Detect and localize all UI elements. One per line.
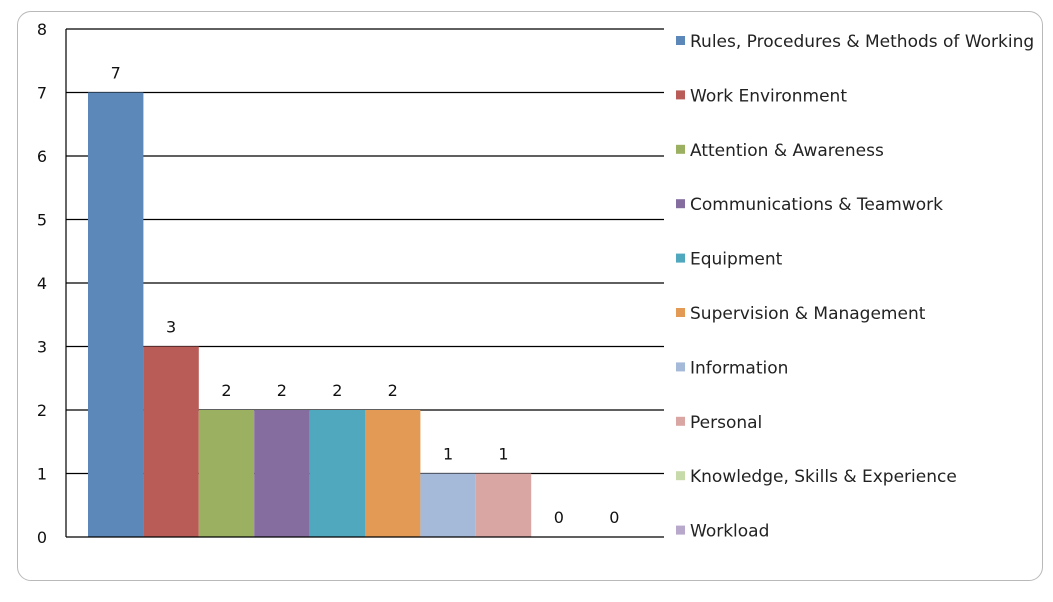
data-label: 0 bbox=[554, 508, 564, 527]
y-tick-label: 3 bbox=[37, 338, 47, 357]
bars bbox=[88, 92, 532, 537]
legend: Rules, Procedures & Methods of Working Wo… bbox=[676, 32, 1034, 542]
data-label: 1 bbox=[443, 445, 453, 464]
bar bbox=[88, 92, 144, 537]
legend-label: Workload bbox=[690, 522, 769, 542]
axes: 0 1 2 3 4 5 6 7 8 bbox=[37, 20, 664, 547]
bar bbox=[420, 473, 476, 537]
bar bbox=[309, 410, 365, 537]
legend-swatch bbox=[676, 36, 685, 45]
legend-label: Attention & Awareness bbox=[690, 141, 884, 161]
legend-swatch bbox=[676, 90, 685, 100]
legend-swatch bbox=[676, 253, 685, 263]
data-label: 2 bbox=[388, 381, 398, 400]
data-label: 0 bbox=[609, 508, 619, 527]
data-label: 1 bbox=[498, 445, 508, 464]
y-tick-label: 0 bbox=[37, 528, 47, 547]
legend-swatch bbox=[676, 416, 685, 426]
legend-label: Personal bbox=[690, 413, 762, 433]
y-tick-label: 6 bbox=[37, 147, 47, 166]
legend-swatch bbox=[676, 471, 685, 481]
legend-label: Information bbox=[690, 358, 788, 378]
y-tick-label: 7 bbox=[37, 84, 47, 103]
y-tick-label: 4 bbox=[37, 274, 47, 293]
y-tick-label: 1 bbox=[37, 465, 47, 484]
legend-swatch bbox=[676, 525, 685, 535]
bar bbox=[254, 410, 310, 537]
legend-label: Supervision & Management bbox=[690, 304, 926, 324]
y-tick-label: 2 bbox=[37, 401, 47, 420]
data-label: 2 bbox=[332, 381, 342, 400]
y-tick-label: 5 bbox=[37, 211, 47, 230]
legend-swatch bbox=[676, 308, 685, 317]
y-tick-label: 8 bbox=[37, 20, 47, 39]
data-label: 3 bbox=[166, 318, 176, 337]
bar bbox=[198, 410, 255, 537]
data-label: 7 bbox=[111, 64, 121, 83]
bar bbox=[475, 473, 532, 537]
bar bbox=[365, 410, 421, 537]
legend-swatch bbox=[676, 199, 685, 209]
bar bbox=[143, 346, 199, 537]
data-label: 2 bbox=[221, 381, 231, 400]
legend-label: Communications & Teamwork bbox=[690, 195, 943, 215]
legend-label: Rules, Procedures & Methods of Working bbox=[690, 32, 1034, 52]
data-label: 2 bbox=[277, 381, 287, 400]
legend-label: Knowledge, Skills & Experience bbox=[690, 467, 957, 487]
data-labels: 7 3 2 2 2 2 1 1 0 0 bbox=[111, 64, 620, 528]
legend-label: Equipment bbox=[690, 250, 783, 270]
legend-swatch bbox=[676, 144, 685, 154]
legend-swatch bbox=[676, 362, 685, 372]
legend-label: Work Environment bbox=[690, 86, 847, 106]
